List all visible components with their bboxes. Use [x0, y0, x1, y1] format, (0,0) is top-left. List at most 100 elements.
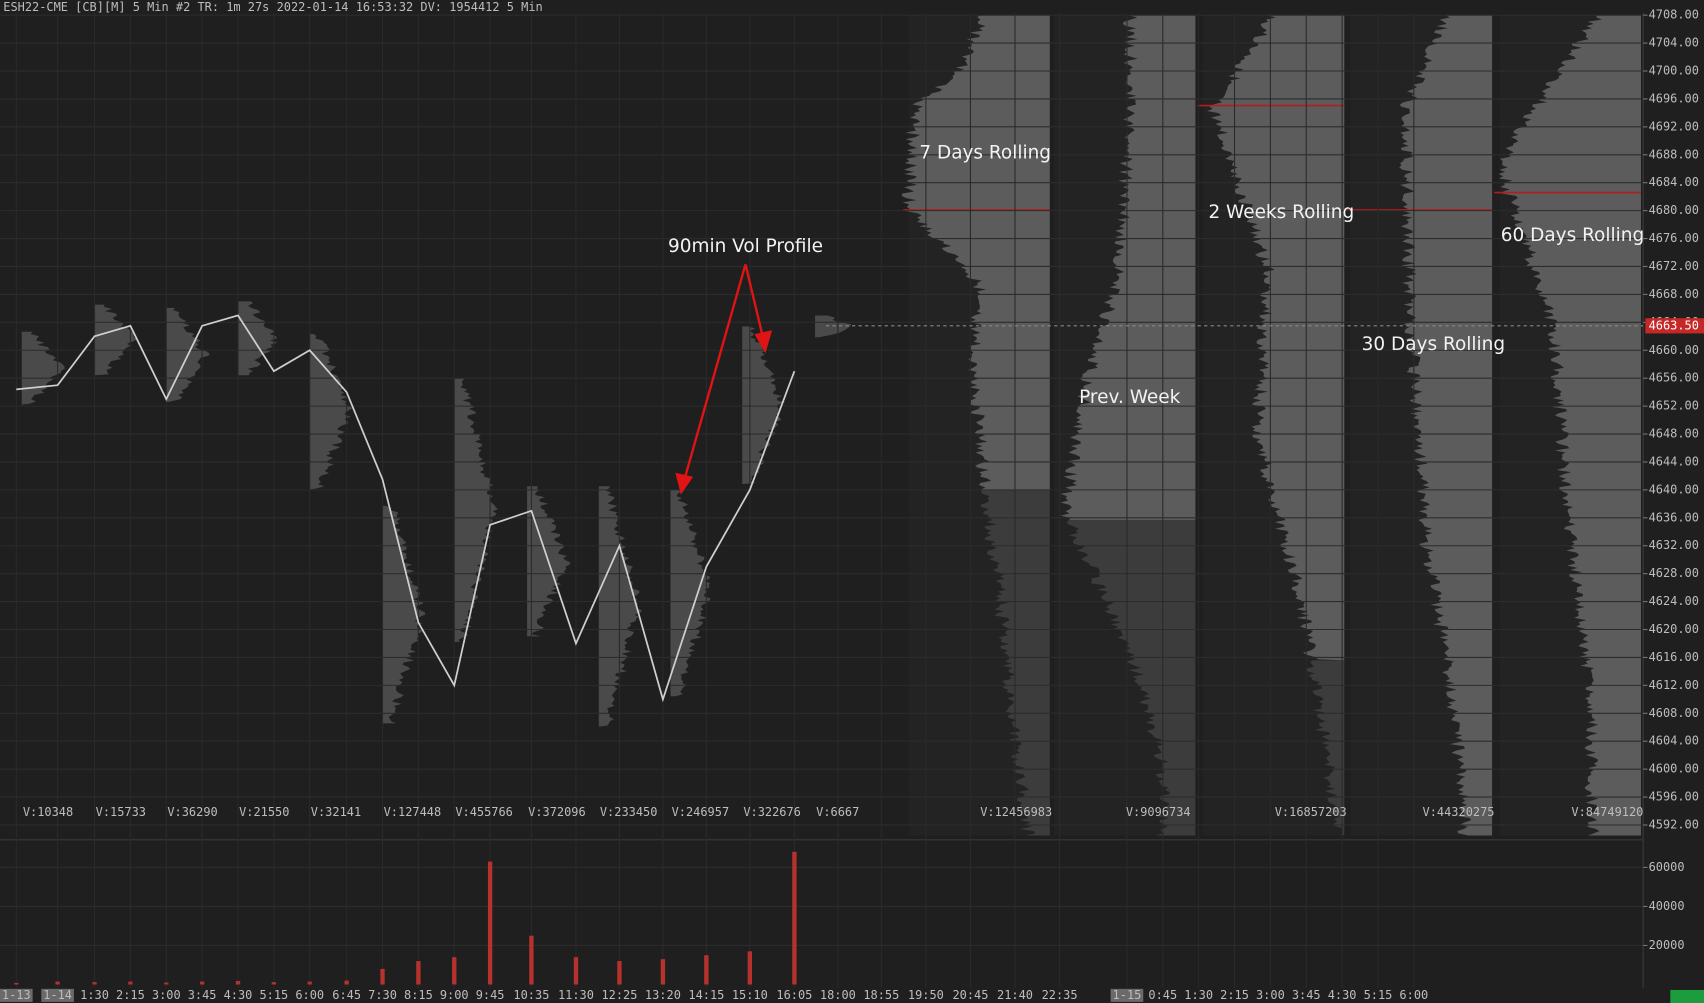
x-tick-label: 7:30 — [368, 988, 397, 1002]
profile-shape — [1399, 15, 1493, 836]
x-tick-label: 18:00 — [820, 988, 856, 1002]
y-tick-label: 4708.00 — [1649, 8, 1699, 22]
volume-bar — [617, 961, 622, 985]
x-tick-label: 9:45 — [476, 988, 505, 1002]
session-volume: V:21550 — [239, 805, 289, 819]
profile-name: 60 Days Rolling — [1501, 225, 1644, 246]
y-tick-label: 4596.00 — [1649, 790, 1699, 804]
profile-name: 2 Weeks Rolling — [1208, 202, 1354, 223]
date-marker — [41, 988, 74, 1002]
x-tick-label: 22:35 — [1042, 988, 1078, 1002]
background-layer — [0, 13, 1644, 988]
profile-name: 7 Days Rolling — [919, 142, 1051, 163]
profile-volume: V:9096734 — [1126, 805, 1191, 819]
x-tick-label: 18:55 — [863, 988, 899, 1002]
date-marker — [1110, 988, 1144, 1002]
y-tick-label: 4652.00 — [1649, 399, 1699, 413]
y-tick-label: 4612.00 — [1649, 678, 1699, 692]
volume-bar — [792, 851, 797, 985]
profile-shape — [1060, 15, 1196, 520]
profile-shape — [1305, 660, 1345, 836]
profile-shape — [901, 15, 1050, 490]
x-tick-label: 6:45 — [332, 988, 361, 1002]
x-tick-label: 9:00 — [440, 988, 469, 1002]
y-tick-label: 4680.00 — [1649, 203, 1699, 217]
header: ESH22-CME [CB][M] 5 Min #2 TR: 1m 27s 20… — [3, 0, 542, 14]
y-tick-label: 4648.00 — [1649, 427, 1699, 441]
y-tick-label: 4688.00 — [1649, 147, 1699, 161]
volume-bar — [704, 955, 709, 985]
session-volume: V:15733 — [96, 805, 146, 819]
volume-bar — [128, 981, 133, 985]
y-tick-label: 4620.00 — [1649, 622, 1699, 636]
x-tick-label: 5:15 — [259, 988, 288, 1002]
volume-bar — [660, 959, 666, 985]
profile-shape — [1498, 15, 1641, 836]
x-tick-label: 6:00 — [295, 988, 324, 1002]
x-tick-label: 4:30 — [224, 988, 253, 1002]
volume-bar — [164, 982, 169, 985]
y-tick-label: 4700.00 — [1649, 63, 1699, 77]
x-tick-label: 1-15 — [1113, 988, 1142, 1002]
volume-bar — [14, 982, 19, 985]
y-tick-label: 4696.00 — [1649, 91, 1699, 105]
y-tick-label: 4608.00 — [1649, 706, 1699, 720]
session-volume: V:246957 — [672, 805, 730, 819]
session-volume: V:32141 — [311, 805, 361, 819]
session-volume: V:372096 — [528, 805, 586, 819]
x-tick-label: 12:25 — [601, 988, 637, 1002]
x-tick-label: 3:45 — [188, 988, 217, 1002]
profile-volume: V:84749120 — [1571, 805, 1643, 819]
y-tick-label: 4644.00 — [1649, 454, 1699, 468]
x-tick-label: 20:45 — [952, 988, 988, 1002]
y-tick-label: 4604.00 — [1649, 734, 1699, 748]
y-tick-label: 4684.00 — [1649, 175, 1699, 189]
x-tick-label: 8:15 — [404, 988, 433, 1002]
profile-shape — [1207, 15, 1345, 661]
volume-bar — [55, 981, 60, 985]
arrow-head — [754, 330, 773, 354]
volume-bar — [92, 982, 97, 985]
annotation: 90min Vol Profile — [668, 236, 823, 257]
volume-bar — [416, 961, 421, 985]
x-tick-label: 5:15 — [1364, 988, 1393, 1002]
volume-bar — [199, 981, 205, 985]
y-tick-label: 4624.00 — [1649, 594, 1699, 608]
status-box — [1670, 989, 1704, 1003]
x-tick-label: 1:30 — [80, 988, 109, 1002]
y-tick-label: 4592.00 — [1649, 817, 1699, 831]
x-tick-label: 6:00 — [1399, 988, 1428, 1002]
volume-bar — [307, 981, 312, 985]
profile-volume: V:12456983 — [980, 805, 1052, 819]
x-tick-label: 11:30 — [558, 988, 594, 1002]
y-tick-label: 4600.00 — [1649, 762, 1699, 776]
session-volume: V:322676 — [743, 805, 801, 819]
volume-bar — [573, 957, 579, 985]
y-tick-label: 4660.00 — [1649, 343, 1699, 357]
y-tick-label: 20000 — [1649, 938, 1685, 952]
x-tick-label: 21:40 — [997, 988, 1033, 1002]
x-tick-label: 15:10 — [732, 988, 768, 1002]
arrows — [675, 264, 773, 495]
volume-bar — [344, 980, 349, 985]
x-tick-label: 4:30 — [1328, 988, 1357, 1002]
date-marker — [0, 988, 33, 1002]
y-tick-label: 4668.00 — [1649, 287, 1699, 301]
x-tick-label: 1-13 — [2, 988, 31, 1002]
profile-volume: V:44320275 — [1423, 805, 1495, 819]
y-tick-label: 40000 — [1649, 899, 1685, 913]
session-volume: V:127448 — [384, 805, 442, 819]
last-price-label: 4663.50 — [1649, 318, 1699, 332]
session-profile — [742, 326, 786, 485]
y-tick-label: 4676.00 — [1649, 231, 1699, 245]
session-volume: V:455766 — [455, 805, 513, 819]
arrow — [744, 264, 765, 338]
session-profile — [598, 486, 642, 727]
y-tick-label: 4616.00 — [1649, 650, 1699, 664]
session-volume: V:10348 — [23, 805, 73, 819]
last-price-tag — [1645, 318, 1704, 334]
x-tick-label: 2:15 — [1220, 988, 1249, 1002]
y-tick-label: 4672.00 — [1649, 259, 1699, 273]
